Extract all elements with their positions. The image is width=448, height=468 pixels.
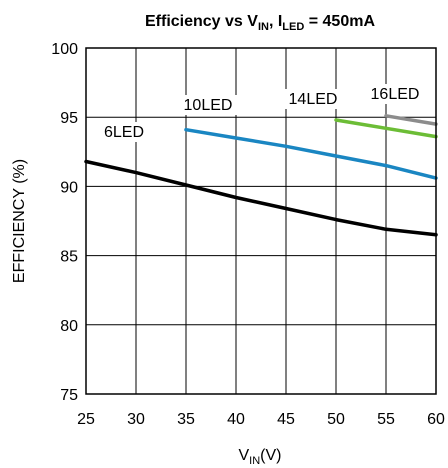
series-label-16led: 16LED (371, 86, 420, 103)
series-label-10led: 10LED (184, 97, 233, 114)
series-line-6led (84, 159, 438, 237)
y-tick-label: 90 (60, 179, 78, 196)
x-tick-label: 50 (327, 411, 345, 428)
x-tick-label: 60 (427, 411, 445, 428)
x-tick-label: 45 (277, 411, 295, 428)
y-axis-label: EFFICIENCY (%) (11, 159, 28, 283)
x-tick-label: 40 (227, 411, 245, 428)
x-tick-label: 25 (77, 411, 95, 428)
plot-frame (85, 47, 437, 395)
series-line-10led (184, 127, 438, 180)
x-axis-ticks: 25 30 35 40 45 50 55 60 (77, 411, 445, 428)
y-tick-label: 80 (60, 318, 78, 335)
series-lines (84, 114, 438, 237)
y-tick-label: 85 (60, 249, 78, 266)
x-tick-label: 55 (377, 411, 395, 428)
series-label-background (97, 122, 151, 142)
y-tick-label: 100 (51, 41, 78, 58)
x-tick-label: 30 (127, 411, 145, 428)
series-line-16led (384, 114, 438, 126)
x-tick-label: 35 (177, 411, 195, 428)
y-axis-ticks: 75 80 85 90 95 100 (51, 41, 78, 404)
series-label-background (363, 84, 427, 104)
y-tick-label: 95 (60, 110, 78, 127)
series-label-14led: 14LED (289, 91, 338, 108)
x-axis-label: VIN(V) (239, 447, 282, 467)
y-tick-label: 75 (60, 387, 78, 404)
series-label-background (281, 89, 345, 109)
series-label-background (176, 95, 240, 115)
series-label-6led: 6LED (104, 124, 144, 141)
series-labels: 6LED 10LED 14LED 16LED (97, 84, 427, 142)
chart-title: Efficiency vs VIN, ILED = 450mA (145, 13, 375, 33)
series-line-14led (334, 118, 438, 139)
